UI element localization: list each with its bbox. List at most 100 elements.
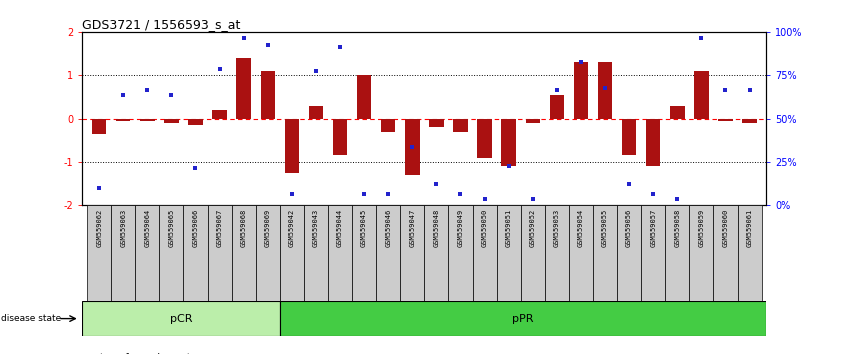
Text: GSM559052: GSM559052	[530, 209, 536, 247]
Text: GSM559055: GSM559055	[602, 209, 608, 247]
Bar	[212, 110, 227, 119]
Bar	[400, 205, 424, 301]
Text: GSM559054: GSM559054	[578, 209, 584, 247]
Bar	[111, 205, 135, 301]
Bar	[357, 75, 372, 119]
Bar	[381, 119, 396, 132]
Bar	[453, 119, 468, 132]
Text: GSM559056: GSM559056	[626, 209, 632, 247]
Point	[261, 42, 275, 48]
Text: GSM559066: GSM559066	[192, 209, 198, 247]
Text: GSM559058: GSM559058	[675, 209, 681, 247]
Bar	[573, 62, 588, 119]
Point	[285, 192, 299, 197]
Point	[165, 92, 178, 98]
Point	[670, 196, 684, 202]
Bar	[670, 105, 684, 119]
Text: GSM559048: GSM559048	[433, 209, 439, 247]
Bar	[188, 119, 203, 125]
Bar	[617, 205, 641, 301]
Bar	[622, 119, 637, 155]
Bar	[641, 205, 665, 301]
Bar	[236, 58, 251, 119]
Bar	[526, 119, 540, 123]
Point	[574, 59, 588, 65]
Point	[140, 87, 154, 93]
Bar	[550, 95, 564, 119]
Bar	[231, 205, 255, 301]
Bar	[520, 205, 545, 301]
Bar	[598, 62, 612, 119]
Bar	[333, 119, 347, 155]
Text: pCR: pCR	[170, 314, 192, 324]
Text: GSM559042: GSM559042	[289, 209, 294, 247]
Point	[309, 68, 323, 74]
Point	[622, 181, 636, 187]
Text: GSM559068: GSM559068	[241, 209, 247, 247]
Point	[719, 87, 733, 93]
Text: GSM559053: GSM559053	[554, 209, 559, 247]
Point	[478, 196, 492, 202]
Point	[405, 144, 419, 150]
Bar	[280, 205, 304, 301]
Bar	[255, 205, 280, 301]
Text: GSM559049: GSM559049	[457, 209, 463, 247]
Text: GSM559043: GSM559043	[313, 209, 319, 247]
Bar	[689, 205, 714, 301]
Text: disease state: disease state	[1, 314, 61, 323]
Bar	[496, 205, 520, 301]
Text: GDS3721 / 1556593_s_at: GDS3721 / 1556593_s_at	[82, 18, 241, 31]
Text: GSM559063: GSM559063	[120, 209, 126, 247]
Text: transformed count: transformed count	[100, 353, 191, 354]
Bar	[184, 205, 208, 301]
Bar	[405, 119, 419, 175]
Point	[743, 87, 757, 93]
Text: GSM559062: GSM559062	[96, 209, 102, 247]
Bar	[646, 119, 661, 166]
Bar	[208, 205, 231, 301]
Bar	[140, 119, 154, 121]
Text: GSM559051: GSM559051	[506, 209, 512, 247]
Text: GSM559046: GSM559046	[385, 209, 391, 247]
Bar	[82, 301, 280, 336]
Text: GSM559057: GSM559057	[650, 209, 656, 247]
Text: GSM559059: GSM559059	[698, 209, 704, 247]
Bar	[742, 119, 757, 123]
Text: GSM559061: GSM559061	[746, 209, 753, 247]
Bar	[261, 71, 275, 119]
Point	[598, 85, 612, 91]
Bar	[593, 205, 617, 301]
Point	[280, 240, 294, 246]
Bar	[285, 119, 299, 173]
Bar	[424, 205, 449, 301]
Bar	[430, 119, 443, 127]
Bar	[92, 119, 107, 134]
Point	[550, 87, 564, 93]
Bar	[159, 205, 184, 301]
Bar	[449, 205, 473, 301]
Point	[333, 44, 347, 50]
Bar	[501, 119, 516, 166]
Bar	[280, 301, 766, 336]
Bar	[545, 205, 569, 301]
Bar	[165, 119, 178, 123]
Bar	[308, 105, 323, 119]
Point	[695, 35, 708, 41]
Text: GSM559047: GSM559047	[410, 209, 416, 247]
Point	[213, 66, 227, 72]
Bar	[738, 205, 761, 301]
Bar	[695, 71, 708, 119]
Point	[381, 192, 395, 197]
Text: pPR: pPR	[513, 314, 533, 324]
Bar	[473, 205, 496, 301]
Point	[92, 185, 106, 191]
Bar	[328, 205, 352, 301]
Point	[646, 192, 660, 197]
Point	[357, 192, 371, 197]
Text: GSM559065: GSM559065	[168, 209, 174, 247]
Point	[454, 192, 468, 197]
Bar	[665, 205, 689, 301]
Bar	[569, 205, 593, 301]
Bar	[87, 205, 111, 301]
Text: GSM559060: GSM559060	[722, 209, 728, 247]
